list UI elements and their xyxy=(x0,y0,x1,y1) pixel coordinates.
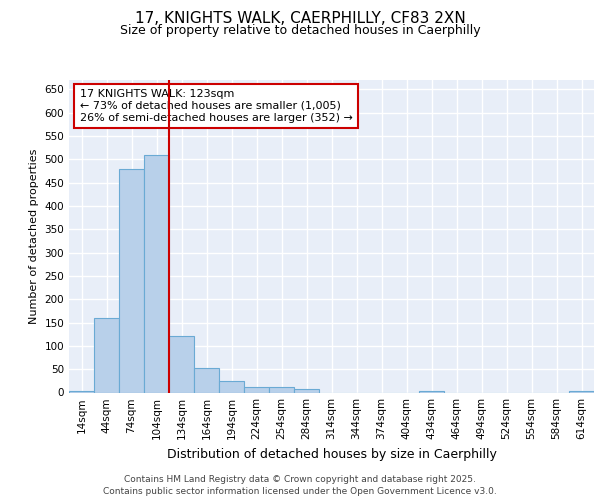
Bar xyxy=(94,318,119,392)
Bar xyxy=(169,336,194,392)
Bar xyxy=(144,154,169,392)
Text: 17 KNIGHTS WALK: 123sqm
← 73% of detached houses are smaller (1,005)
26% of semi: 17 KNIGHTS WALK: 123sqm ← 73% of detache… xyxy=(79,90,352,122)
Bar xyxy=(69,391,94,392)
Bar xyxy=(294,389,319,392)
Bar xyxy=(244,387,269,392)
Text: Size of property relative to detached houses in Caerphilly: Size of property relative to detached ho… xyxy=(119,24,481,37)
Bar xyxy=(569,391,594,392)
Text: Contains HM Land Registry data © Crown copyright and database right 2025.
Contai: Contains HM Land Registry data © Crown c… xyxy=(103,475,497,496)
Bar xyxy=(194,368,219,392)
Bar xyxy=(219,382,244,392)
Text: 17, KNIGHTS WALK, CAERPHILLY, CF83 2XN: 17, KNIGHTS WALK, CAERPHILLY, CF83 2XN xyxy=(134,11,466,26)
Bar xyxy=(269,387,294,392)
Bar xyxy=(419,391,444,392)
Y-axis label: Number of detached properties: Number of detached properties xyxy=(29,148,39,324)
X-axis label: Distribution of detached houses by size in Caerphilly: Distribution of detached houses by size … xyxy=(167,448,496,461)
Bar xyxy=(119,168,144,392)
